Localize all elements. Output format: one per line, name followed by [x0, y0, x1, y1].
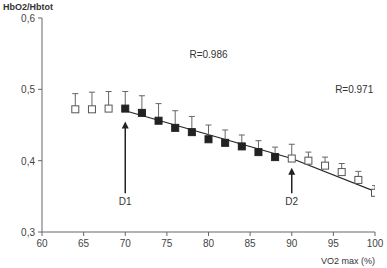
point [305, 157, 312, 164]
x-tick-label: 100 [367, 238, 384, 249]
point [255, 149, 262, 156]
annotation: D1 [119, 196, 132, 207]
arrow-head [122, 121, 129, 128]
point [72, 106, 79, 113]
x-tick-label: 80 [203, 238, 215, 249]
point [188, 129, 195, 136]
x-tick-label: 60 [36, 238, 48, 249]
chart: 0,3 0,4 0,5 0,6 60 65 70 75 80 85 90 95 100 HbO2/Hbto… [0, 0, 387, 268]
y-tick [38, 160, 42, 161]
point [205, 136, 212, 143]
x-tick [333, 232, 334, 236]
arrow-shaft [291, 173, 293, 194]
error-cap [222, 129, 228, 130]
annotation: R=0.971 [335, 84, 374, 95]
error-cap [339, 163, 345, 164]
error-cap [305, 152, 311, 153]
y-tick-label: 0,5 [21, 84, 35, 95]
error-cap [189, 116, 195, 117]
point [88, 106, 95, 113]
point [122, 105, 129, 112]
point [222, 139, 229, 146]
point [155, 117, 162, 124]
error-cap [372, 185, 375, 186]
x-tick [208, 232, 209, 236]
fit-line [125, 111, 292, 159]
x-tick-label: 70 [120, 238, 132, 249]
error-cap [355, 171, 361, 172]
x-tick-label: 90 [286, 238, 298, 249]
point [372, 189, 376, 196]
x-tick-label: 95 [328, 238, 340, 249]
error-cap [289, 144, 295, 145]
y-tick-label: 0,6 [21, 13, 35, 24]
y-tick-label: 0,3 [21, 227, 35, 238]
plot-marks [72, 91, 375, 196]
point [238, 143, 245, 150]
annotation: R=0.986 [189, 49, 228, 60]
x-tick [42, 232, 43, 236]
error-cap [89, 92, 95, 93]
arrow-head [288, 168, 295, 175]
annotation: D2 [285, 196, 298, 207]
point [338, 169, 345, 176]
point [322, 162, 329, 169]
y-axis [42, 18, 43, 232]
error-cap [72, 93, 78, 94]
error-cap [106, 91, 112, 92]
error-cap [239, 134, 245, 135]
x-tick [291, 232, 292, 236]
annotation-arrow [122, 121, 129, 193]
x-tick [166, 232, 167, 236]
x-tick-label: 65 [78, 238, 90, 249]
y-tick [38, 232, 42, 233]
error-cap [322, 157, 328, 158]
error-cap [139, 95, 145, 96]
y-tick [38, 89, 42, 90]
x-tick-label: 75 [161, 238, 173, 249]
y-tick-label: 0,4 [21, 156, 35, 167]
x-tick [250, 232, 251, 236]
arrow-shaft [125, 126, 127, 193]
x-tick [375, 232, 376, 236]
error-cap [172, 110, 178, 111]
point [172, 124, 179, 131]
point [105, 105, 112, 112]
annotation-arrow [288, 168, 295, 194]
error-cap [122, 91, 128, 92]
x-axis-label: VO2 max (%) [321, 256, 375, 266]
y-tick [38, 18, 42, 19]
x-tick-label: 85 [245, 238, 257, 249]
point [272, 154, 279, 161]
x-tick [83, 232, 84, 236]
y-axis-label: HbO2/Hbtot [3, 2, 53, 12]
point [355, 176, 362, 183]
x-tick [125, 232, 126, 236]
fit-line [292, 159, 375, 192]
point [288, 155, 295, 162]
point [138, 109, 145, 116]
error-cap [206, 125, 212, 126]
error-cap [272, 147, 278, 148]
error-cap [156, 103, 162, 104]
error-cap [255, 140, 261, 141]
